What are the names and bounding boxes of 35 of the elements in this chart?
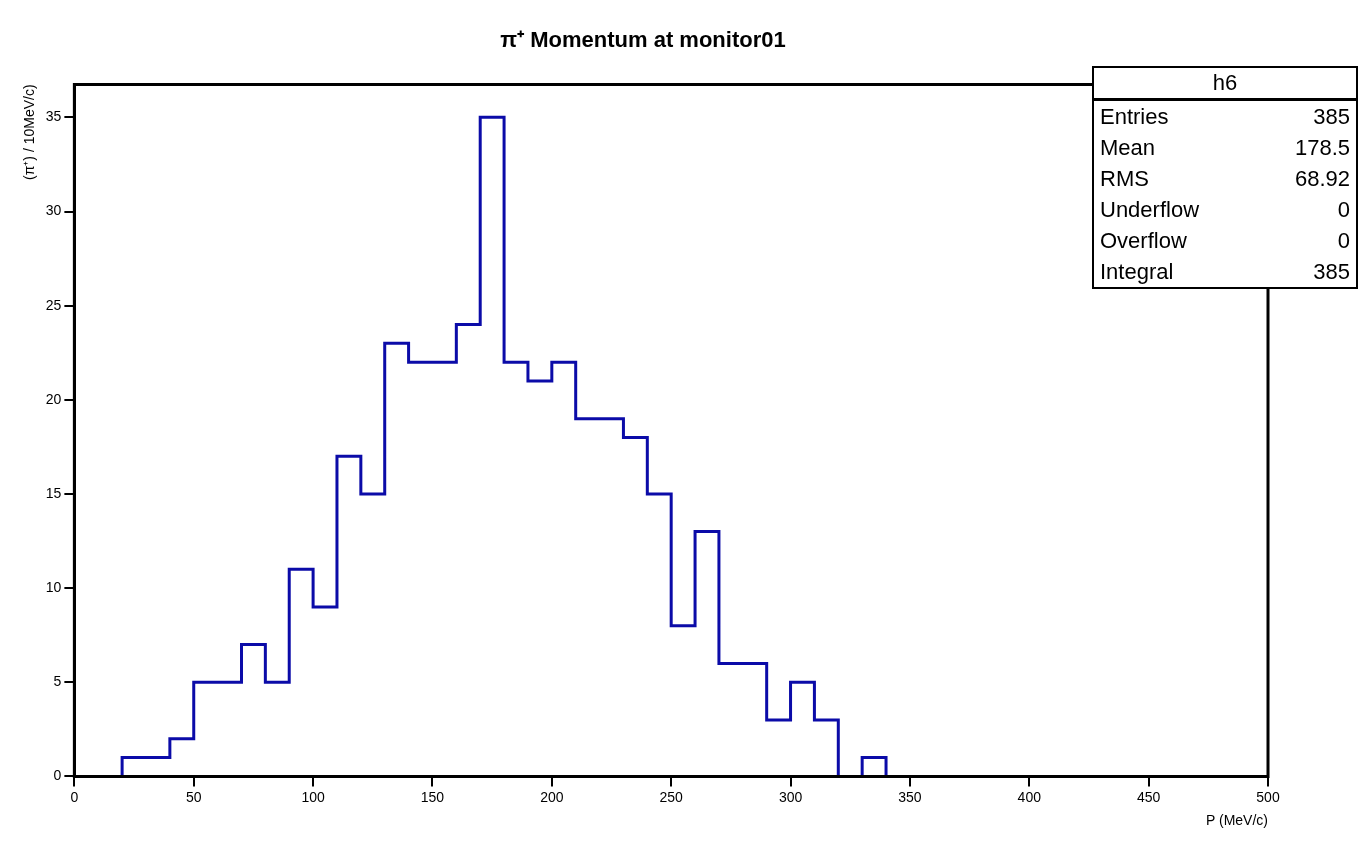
- x-tick-label: 100: [301, 788, 325, 805]
- annotation: Integral: [1100, 258, 1174, 286]
- text: 385: [1313, 103, 1350, 131]
- annotation: Mean: [1100, 134, 1156, 162]
- x-tick-label: 250: [659, 788, 684, 805]
- text: 178.5: [1294, 134, 1350, 162]
- annotation: Underflow: [1100, 196, 1200, 224]
- x-tick-label: 400: [1017, 788, 1042, 805]
- y-tick-label: 35: [45, 108, 62, 125]
- text: 0: [1337, 196, 1350, 224]
- x-tick-label: 200: [540, 788, 564, 805]
- text: 0: [1337, 227, 1350, 255]
- x-tick-label: 500: [1256, 788, 1280, 805]
- text: 385: [1313, 258, 1350, 286]
- x-tick-label: 0: [70, 788, 79, 805]
- chart-title: π⁺ Momentum at monitor01: [500, 27, 786, 53]
- x-tick-label: 150: [420, 788, 445, 805]
- y-tick-label: 5: [53, 673, 62, 690]
- y-tick-label: 25: [45, 296, 62, 313]
- y-tick-label: 30: [45, 202, 62, 219]
- y-tick-label: 0: [53, 767, 62, 784]
- x-tick-label: 350: [898, 788, 922, 805]
- x-tick-label: 450: [1136, 788, 1161, 805]
- y-tick-label: 20: [45, 390, 62, 407]
- x-axis-title: P (MeV/c): [1206, 812, 1268, 829]
- y-axis-title: (π⁺) / 10MeV/c): [21, 84, 38, 180]
- y-tick-label: 10: [45, 578, 62, 595]
- annotation: Overflow: [1100, 227, 1187, 255]
- y-tick-label: 15: [45, 484, 62, 501]
- x-tick-label: 50: [185, 788, 202, 805]
- text: 68.92: [1294, 165, 1350, 193]
- annotation: h6: [1094, 68, 1356, 101]
- annotation: Entries: [1100, 103, 1169, 131]
- x-tick-label: 300: [778, 788, 803, 805]
- annotation: RMS: [1100, 165, 1149, 193]
